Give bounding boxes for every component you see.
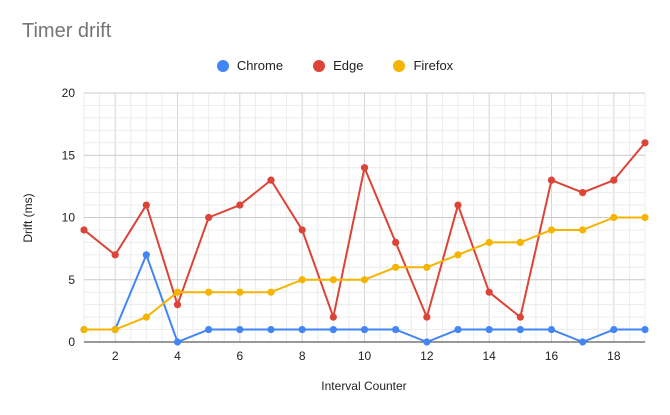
legend-item-chrome: Chrome bbox=[216, 58, 284, 73]
data-point-firefox bbox=[610, 213, 618, 222]
data-point-firefox bbox=[579, 226, 587, 234]
data-point-firefox bbox=[173, 288, 182, 296]
legend-label-firefox: Firefox bbox=[413, 58, 454, 73]
y-tick-label: 5 bbox=[68, 273, 75, 287]
data-point-edge bbox=[641, 139, 649, 147]
legend-label-chrome: Chrome bbox=[236, 58, 284, 73]
x-tick-label: 8 bbox=[299, 349, 306, 363]
data-point-firefox bbox=[547, 226, 556, 234]
data-point-firefox bbox=[485, 238, 493, 246]
data-point-chrome bbox=[423, 338, 431, 346]
data-point-firefox bbox=[641, 213, 649, 222]
data-point-chrome bbox=[610, 325, 618, 334]
data-point-chrome bbox=[205, 325, 213, 334]
data-point-edge bbox=[485, 288, 493, 296]
data-point-firefox bbox=[267, 288, 275, 296]
data-point-edge bbox=[236, 201, 244, 209]
data-point-chrome bbox=[579, 338, 587, 346]
data-point-edge bbox=[173, 301, 182, 309]
chart-title: Timer drift bbox=[22, 20, 112, 42]
x-axis-label: Interval Counter bbox=[321, 379, 406, 393]
data-point-chrome bbox=[298, 325, 306, 334]
data-point-edge bbox=[142, 201, 150, 209]
data-point-chrome bbox=[454, 325, 462, 334]
data-point-chrome bbox=[329, 325, 337, 334]
data-point-edge bbox=[610, 176, 618, 184]
x-tick-label: 10 bbox=[358, 349, 372, 363]
x-tick-label: 14 bbox=[482, 349, 496, 363]
data-point-firefox bbox=[392, 263, 400, 271]
x-tick-label: 2 bbox=[112, 349, 119, 363]
x-tick-label: 16 bbox=[545, 349, 559, 363]
x-tick-label: 6 bbox=[236, 349, 243, 363]
x-tick-label: 18 bbox=[607, 349, 621, 363]
data-point-firefox bbox=[205, 288, 213, 296]
data-point-edge bbox=[516, 313, 524, 321]
x-tick-label: 4 bbox=[174, 349, 181, 363]
y-tick-label: 20 bbox=[62, 86, 76, 100]
data-point-chrome bbox=[392, 325, 400, 334]
legend: Chrome Edge Firefox bbox=[0, 58, 670, 73]
data-point-firefox bbox=[142, 313, 150, 321]
data-point-chrome bbox=[267, 325, 275, 334]
y-axis-label: Drift (ms) bbox=[21, 193, 35, 242]
data-point-edge bbox=[205, 213, 213, 222]
y-tick-label: 10 bbox=[62, 211, 76, 225]
data-point-firefox bbox=[298, 276, 306, 284]
data-point-chrome bbox=[360, 325, 369, 334]
legend-label-edge: Edge bbox=[333, 58, 364, 73]
data-point-edge bbox=[547, 176, 556, 184]
data-point-edge bbox=[392, 238, 400, 246]
data-point-edge bbox=[80, 226, 88, 234]
data-point-chrome bbox=[641, 325, 649, 334]
data-point-edge bbox=[267, 176, 275, 184]
data-point-edge bbox=[298, 226, 306, 234]
data-point-chrome bbox=[173, 338, 182, 346]
data-point-firefox bbox=[454, 251, 462, 259]
data-point-chrome bbox=[485, 325, 493, 334]
legend-marker-chrome bbox=[216, 59, 229, 72]
data-point-firefox bbox=[329, 276, 337, 284]
y-tick-label: 0 bbox=[68, 335, 75, 349]
data-point-edge bbox=[579, 189, 587, 197]
data-point-chrome bbox=[236, 325, 244, 334]
data-point-firefox bbox=[236, 288, 244, 296]
data-point-chrome bbox=[547, 325, 556, 334]
data-point-edge bbox=[454, 201, 462, 209]
legend-marker-firefox bbox=[393, 59, 406, 72]
data-point-firefox bbox=[516, 238, 524, 246]
legend-item-edge: Edge bbox=[313, 58, 363, 73]
data-point-firefox bbox=[423, 263, 431, 271]
data-point-chrome bbox=[516, 325, 524, 334]
legend-marker-edge bbox=[313, 59, 326, 72]
data-point-firefox bbox=[80, 325, 88, 334]
data-point-edge bbox=[360, 164, 369, 172]
data-point-edge bbox=[423, 313, 431, 321]
x-tick-label: 12 bbox=[420, 349, 434, 363]
legend-item-firefox: Firefox bbox=[393, 58, 453, 73]
grid bbox=[83, 92, 646, 343]
series-layer bbox=[80, 139, 649, 346]
data-point-firefox bbox=[111, 325, 119, 334]
data-point-firefox bbox=[360, 276, 369, 284]
y-tick-label: 15 bbox=[62, 148, 76, 162]
data-point-edge bbox=[111, 251, 119, 259]
data-point-chrome bbox=[142, 251, 150, 259]
data-point-edge bbox=[329, 313, 337, 321]
